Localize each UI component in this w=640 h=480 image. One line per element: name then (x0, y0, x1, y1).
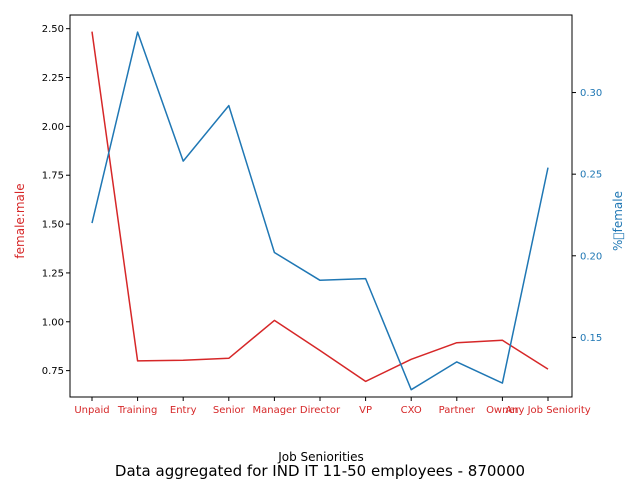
x-tick-label: Director (300, 405, 341, 416)
right-tick-label: 0.30 (580, 88, 602, 99)
x-axis-label: Job Seniorities (277, 450, 364, 464)
left-tick-label: 1.25 (42, 268, 64, 279)
x-tick-label: Partner (439, 405, 476, 416)
left-axis-ticks: 0.75 1.00 1.25 1.50 1.75 2.00 2.25 2.50 (42, 24, 70, 377)
x-tick-label: Any Job Seniority (505, 405, 590, 416)
right-axis-ticks: 0.15 0.20 0.25 0.30 (572, 88, 602, 344)
x-tick-label: Unpaid (74, 405, 109, 416)
x-tick-label: Training (117, 405, 157, 416)
plot-frame (69, 14, 573, 398)
right-tick-label: 0.15 (580, 333, 602, 344)
left-tick-label: 1.75 (42, 171, 64, 182)
left-tick-label: 0.75 (42, 366, 64, 377)
x-axis-ticks: Unpaid Training Entry Senior Manager Director… (74, 397, 591, 416)
left-axis-label: female:male (13, 183, 27, 258)
left-tick-label: 2.50 (42, 24, 64, 35)
figure-caption: Data aggregated for IND IT 11-50 employe… (115, 462, 525, 480)
x-tick-label: Senior (213, 405, 246, 416)
x-tick-label: Entry (170, 405, 197, 416)
series-line-1 (91, 31, 549, 391)
right-tick-label: 0.25 (580, 170, 602, 181)
right-axis-label: % female (611, 191, 625, 251)
plot-layer (91, 31, 549, 391)
x-tick-label: CXO (401, 405, 422, 416)
series-line-0 (91, 31, 549, 383)
x-tick-label: Manager (252, 405, 297, 416)
x-tick-label: VP (359, 405, 372, 416)
left-tick-label: 2.25 (42, 73, 64, 84)
left-tick-label: 1.50 (42, 220, 64, 231)
right-tick-label: 0.20 (580, 251, 602, 262)
left-tick-label: 1.00 (42, 317, 64, 328)
left-tick-label: 2.00 (42, 122, 64, 133)
x-tick-label: Owner (486, 405, 520, 416)
